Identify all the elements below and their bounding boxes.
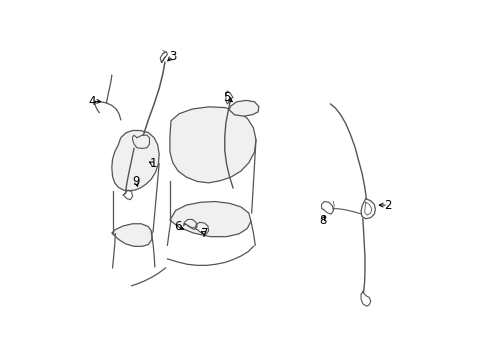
- Text: 9: 9: [132, 175, 140, 188]
- Polygon shape: [169, 202, 250, 237]
- Text: 5: 5: [223, 91, 230, 104]
- Text: 7: 7: [200, 226, 208, 239]
- Text: 6: 6: [174, 220, 182, 233]
- Text: 8: 8: [318, 214, 325, 227]
- Text: 4: 4: [88, 95, 96, 108]
- Polygon shape: [169, 107, 255, 183]
- Polygon shape: [112, 224, 152, 246]
- Text: 1: 1: [149, 157, 157, 170]
- Polygon shape: [229, 100, 258, 116]
- Polygon shape: [112, 131, 159, 191]
- Text: 2: 2: [384, 199, 391, 212]
- Text: 3: 3: [169, 50, 176, 63]
